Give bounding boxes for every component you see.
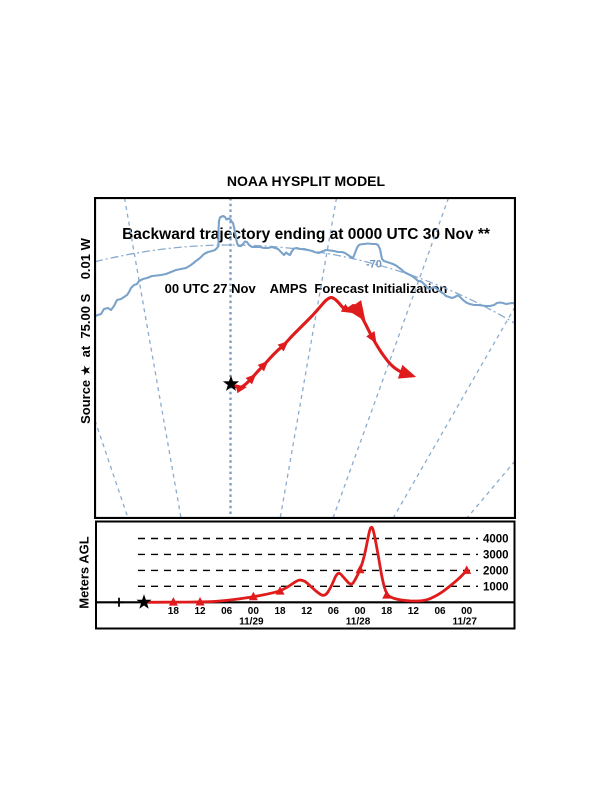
- height-gridline-label: 1000: [483, 581, 509, 593]
- height-profile-marker: [462, 565, 472, 574]
- meridian-line: [123, 198, 182, 518]
- model-title: NOAA HYSPLIT MODEL: [226, 173, 386, 189]
- meridian-line: [392, 306, 515, 518]
- time-tick-label: 00: [354, 606, 366, 617]
- meridian-line: [279, 198, 338, 518]
- time-tick-label: 18: [381, 606, 393, 617]
- height-gridline-label: 3000: [483, 549, 509, 561]
- latitude-circle-70: [95, 244, 515, 324]
- height-profile-marker: [355, 564, 365, 574]
- trajectory-title: Backward trajectory ending at 0000 UTC 3…: [122, 226, 490, 243]
- trajectory-path: [229, 296, 413, 390]
- trajectory-marker: [366, 331, 377, 344]
- time-tick-label: 18: [168, 606, 180, 617]
- height-profile-path: [145, 525, 469, 604]
- axis-plus-tick: [114, 597, 124, 607]
- source-location-label: Source ★ at 75.00 S 0.01 W: [78, 238, 93, 424]
- time-tick-label: 00: [248, 606, 260, 617]
- time-tick-label: 12: [194, 606, 206, 617]
- date-tick-label: 11/27: [452, 617, 477, 628]
- date-tick-label: 11/28: [346, 617, 371, 628]
- height-profile-marker: [195, 596, 205, 606]
- time-tick-label: 00: [461, 606, 473, 617]
- time-tick-label: 12: [408, 606, 420, 617]
- height-profile-marker: [382, 590, 392, 599]
- height-profile-marker: [248, 591, 258, 601]
- height-profile-marker: [275, 586, 285, 595]
- trajectory-marker: [277, 340, 289, 352]
- initialization-subtitle: 00 UTC 27 Nov AMPS Forecast Initializati…: [164, 281, 448, 296]
- meridian-line: [332, 198, 450, 518]
- height-gridline-label: 4000: [483, 534, 509, 546]
- height-axis-label: Meters AGL: [76, 536, 92, 609]
- meridian-line: [466, 460, 515, 518]
- height-start-star: [136, 594, 152, 609]
- date-tick-label: 11/29: [239, 617, 264, 628]
- height-profile-marker: [168, 597, 178, 606]
- height-gridline-label: 2000: [483, 565, 509, 577]
- trajectory-marker: [235, 384, 247, 394]
- time-tick-label: 06: [221, 606, 233, 617]
- time-tick-label: 06: [434, 606, 446, 617]
- title-block: NOAA HYSPLIT MODEL Backward trajectory e…: [0, 137, 612, 333]
- trajectory-marker: [397, 364, 417, 379]
- latitude-label: -70: [366, 259, 382, 271]
- time-tick-label: 12: [301, 606, 313, 617]
- meridian-line: [95, 420, 129, 518]
- coastline: [95, 214, 515, 318]
- time-tick-label: 06: [328, 606, 340, 617]
- source-star: [222, 375, 240, 391]
- graticule-meridians: [95, 198, 515, 518]
- time-tick-label: 18: [274, 606, 286, 617]
- map-panel: -70: [94, 197, 516, 519]
- trajectory-marker: [347, 300, 366, 322]
- map-border: [94, 197, 516, 519]
- trajectory-marker: [257, 360, 269, 372]
- height-panel-border: [95, 520, 516, 630]
- trajectory-marker: [245, 373, 257, 385]
